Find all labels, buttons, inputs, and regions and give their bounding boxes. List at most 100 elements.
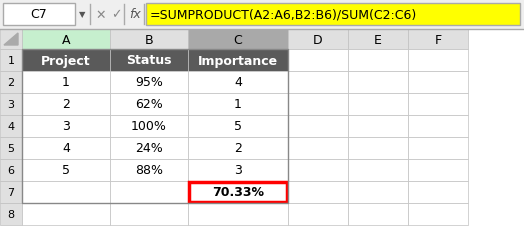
Text: ✕: ✕ (96, 8, 106, 22)
Bar (0, 116, 22, 138)
Bar (408, 50, 468, 72)
Text: Project: Project (41, 54, 91, 67)
Text: 2: 2 (7, 78, 15, 88)
Bar (22, 116, 110, 138)
Text: Status: Status (126, 54, 172, 67)
Text: 62%: 62% (135, 98, 163, 111)
Text: 6: 6 (7, 165, 15, 175)
Bar (348, 138, 408, 159)
Bar (0, 138, 22, 159)
Text: 8: 8 (7, 209, 15, 219)
Bar (348, 72, 408, 94)
Bar (110, 138, 188, 159)
Bar (288, 138, 348, 159)
Bar (0, 0, 524, 30)
Bar (408, 159, 468, 181)
Bar (0, 159, 22, 181)
Bar (348, 203, 408, 225)
Bar (288, 30, 348, 50)
Polygon shape (4, 34, 18, 46)
Bar (408, 94, 468, 116)
Bar (288, 72, 348, 94)
Bar (348, 159, 408, 181)
Bar (22, 181, 110, 203)
Bar (288, 159, 348, 181)
Bar (348, 50, 408, 72)
Bar (22, 138, 110, 159)
Bar (288, 203, 348, 225)
Bar (0, 30, 22, 50)
Bar (110, 50, 188, 72)
Text: B: B (145, 33, 154, 46)
Bar (22, 30, 110, 50)
Bar (188, 116, 288, 138)
Text: 100%: 100% (131, 120, 167, 133)
Text: =SUMPRODUCT(A2:A6,B2:B6)/SUM(C2:C6): =SUMPRODUCT(A2:A6,B2:B6)/SUM(C2:C6) (150, 8, 417, 22)
Bar (188, 94, 288, 116)
Text: 4: 4 (7, 122, 15, 132)
Bar (408, 116, 468, 138)
Bar (110, 159, 188, 181)
Bar (348, 30, 408, 50)
Bar (0, 72, 22, 94)
Bar (348, 94, 408, 116)
Text: 3: 3 (62, 120, 70, 133)
Text: 4: 4 (234, 76, 242, 89)
Bar (110, 94, 188, 116)
Text: 1: 1 (7, 56, 15, 66)
Bar (348, 116, 408, 138)
Bar (22, 50, 110, 72)
Bar (110, 181, 188, 203)
Bar (188, 72, 288, 94)
Text: 2: 2 (62, 98, 70, 111)
Text: 70.33%: 70.33% (212, 186, 264, 199)
Bar (22, 203, 110, 225)
Text: 1: 1 (234, 98, 242, 111)
Text: 1: 1 (62, 76, 70, 89)
Text: 95%: 95% (135, 76, 163, 89)
Bar (408, 30, 468, 50)
Text: 3: 3 (7, 100, 15, 110)
Text: fx: fx (129, 8, 141, 22)
Bar (110, 30, 188, 50)
Bar (22, 72, 110, 94)
Text: 7: 7 (7, 187, 15, 197)
Bar (288, 116, 348, 138)
Text: C7: C7 (30, 8, 47, 22)
Bar (408, 138, 468, 159)
Text: 4: 4 (62, 142, 70, 155)
Bar (408, 203, 468, 225)
Bar (0, 181, 22, 203)
Bar (188, 50, 288, 72)
Bar (189, 182, 287, 202)
Bar (22, 94, 110, 116)
Bar (408, 72, 468, 94)
Bar (0, 94, 22, 116)
Bar (188, 181, 288, 203)
Text: ▼: ▼ (79, 10, 85, 20)
Bar (348, 181, 408, 203)
Text: 88%: 88% (135, 164, 163, 177)
Text: E: E (374, 33, 382, 46)
Bar (110, 72, 188, 94)
Text: ✓: ✓ (111, 8, 121, 22)
Bar (288, 94, 348, 116)
Bar (146, 4, 520, 26)
Bar (3, 4, 75, 26)
Bar (188, 30, 288, 50)
Bar (0, 203, 22, 225)
Text: 5: 5 (62, 164, 70, 177)
Text: A: A (62, 33, 70, 46)
Text: 3: 3 (234, 164, 242, 177)
Text: C: C (234, 33, 243, 46)
Bar (408, 181, 468, 203)
Text: 5: 5 (234, 120, 242, 133)
Bar (110, 116, 188, 138)
Bar (188, 138, 288, 159)
Bar (188, 159, 288, 181)
Bar (110, 203, 188, 225)
Text: D: D (313, 33, 323, 46)
Bar (22, 50, 288, 203)
Text: 2: 2 (234, 142, 242, 155)
Bar (0, 50, 22, 72)
